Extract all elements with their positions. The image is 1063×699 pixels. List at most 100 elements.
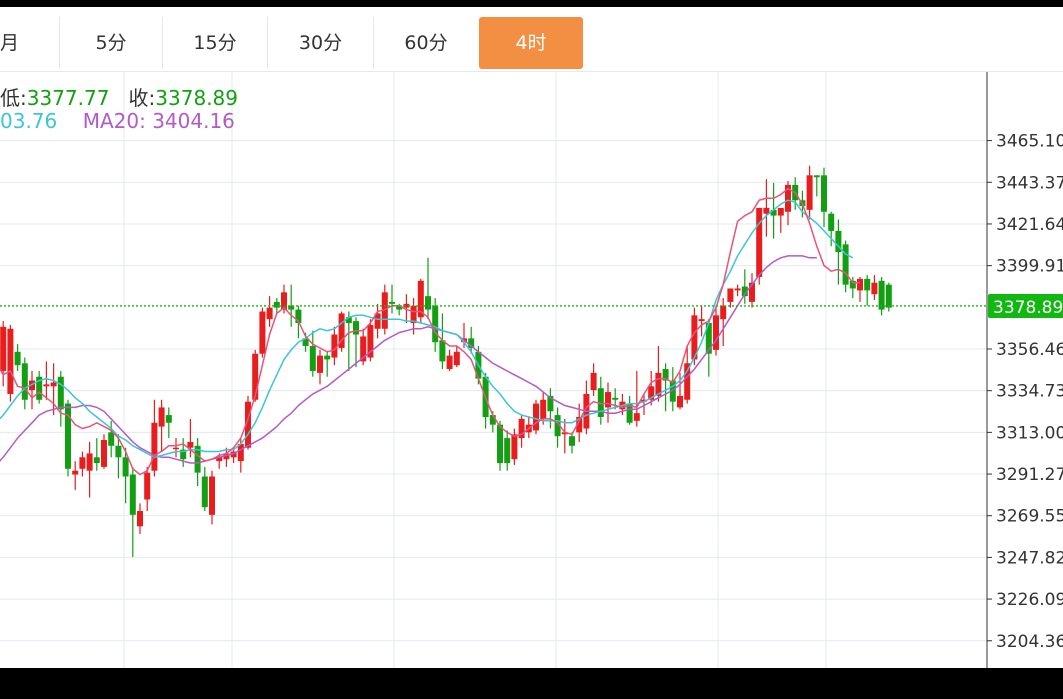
candle-body	[144, 472, 151, 500]
candle-body	[741, 286, 748, 297]
candle-body	[662, 369, 669, 381]
candle-body	[266, 307, 273, 320]
axis-tick-label: 3443.37	[996, 173, 1063, 193]
candle-body	[43, 384, 50, 387]
tab-divider	[267, 17, 268, 69]
candle-body	[324, 355, 331, 360]
tab-5min[interactable]: 5分	[95, 32, 127, 54]
bottom-black-bar	[0, 668, 1063, 699]
candle-body	[446, 355, 453, 370]
axis-tick-label: 3399.91	[996, 257, 1063, 277]
candle-body	[691, 315, 698, 360]
candle-body	[439, 340, 446, 362]
candle-body	[158, 407, 165, 427]
candle-body	[21, 363, 28, 400]
candle-body	[727, 288, 734, 302]
ohlc-readout: 低:3377.77 收:3378.89	[0, 82, 238, 111]
candle-body	[648, 386, 655, 400]
axis-tick-label: 3247.82	[996, 548, 1063, 568]
candle-body	[396, 305, 403, 310]
candle-body	[677, 395, 683, 408]
candle-body	[57, 376, 64, 410]
candle-body	[468, 338, 475, 348]
candle-body	[785, 184, 791, 212]
candle-body	[273, 301, 280, 308]
candle-body	[93, 457, 100, 464]
axis-tick-label: 3334.73	[996, 382, 1063, 402]
candle-body	[360, 336, 367, 362]
axis-tick-label: 3313.00	[996, 423, 1063, 443]
candle-body	[173, 447, 179, 450]
candle-body	[137, 511, 143, 527]
candle-body	[281, 292, 287, 310]
tab-60min[interactable]: 60分	[404, 32, 448, 54]
candle-body	[821, 175, 827, 212]
candle-body	[576, 417, 583, 433]
candle-body	[569, 436, 575, 446]
candle-body	[50, 382, 57, 387]
ma20-label: MA20:	[82, 109, 146, 133]
candle-body	[770, 209, 777, 216]
candle-body	[885, 284, 892, 308]
candle-body	[245, 401, 251, 448]
candle-body	[302, 338, 309, 347]
tab-divider	[59, 17, 60, 69]
candle-body	[7, 328, 14, 394]
low-label: 低:	[0, 86, 27, 110]
candle-body	[453, 351, 460, 366]
candlestick-chart: 3465.10 3443.37 3421.64 3399.91 3356.46 3334.…	[0, 72, 1063, 668]
candle-body	[374, 313, 381, 329]
candle-body	[612, 397, 619, 400]
candle-body	[518, 418, 525, 439]
axis-tick-label: 3269.55	[996, 507, 1063, 527]
candle-body	[842, 244, 849, 285]
candle-body	[72, 470, 79, 475]
candle-body	[79, 457, 86, 469]
candle-body	[511, 434, 518, 460]
last-price-label: 3378.89	[993, 298, 1063, 318]
ma-readout: 03.76 MA20: 3404.16	[0, 109, 235, 133]
candle-body	[684, 363, 691, 400]
candle-body	[122, 457, 129, 477]
candle-body	[871, 282, 878, 295]
candle-body	[194, 445, 201, 473]
candle-body	[749, 282, 755, 302]
grid-lines	[0, 72, 987, 668]
candle-body	[533, 403, 539, 431]
candle-body	[756, 207, 763, 277]
tab-15min[interactable]: 15分	[193, 32, 237, 54]
axis-tick-label: 3204.36	[996, 632, 1063, 652]
candle-body	[590, 372, 597, 391]
candle-body	[252, 353, 259, 400]
close-value: 3378.89	[155, 86, 239, 110]
candle-body	[309, 346, 316, 371]
candle-body	[554, 415, 561, 437]
candle-body	[547, 395, 554, 412]
candle-body	[29, 380, 35, 391]
candle-body	[86, 453, 93, 471]
candle-body	[201, 476, 208, 508]
candle-body	[540, 399, 547, 419]
last-price-tag	[988, 293, 1063, 318]
candle-body	[655, 372, 662, 396]
candle-body	[720, 305, 727, 320]
ma10-value: 03.76	[0, 109, 58, 133]
price-axis: 3465.10 3443.37 3421.64 3399.91 3356.46 3334.…	[0, 72, 1063, 668]
axis-tick-label: 3291.27	[996, 465, 1063, 485]
candle-body	[259, 311, 266, 354]
candles	[0, 165, 892, 558]
period-tab-bar: 月 5分 15分 30分 60分 4时	[0, 7, 1063, 72]
axis-tick-label: 3421.64	[996, 215, 1063, 235]
tab-30min[interactable]: 30分	[298, 32, 343, 54]
candle-body	[633, 413, 640, 421]
candle-body	[345, 317, 352, 324]
tab-4hour[interactable]: 4时	[479, 17, 583, 69]
candle-body	[187, 441, 194, 448]
candle-body	[425, 296, 431, 310]
chart-canvas: 3465.10 3443.37 3421.64 3399.91 3356.46 3334.…	[0, 72, 1063, 668]
tab-month[interactable]: 月	[0, 32, 20, 54]
candle-body	[813, 175, 820, 178]
candle-body	[317, 355, 323, 373]
tab-divider	[162, 17, 163, 69]
candle-body	[165, 415, 172, 423]
